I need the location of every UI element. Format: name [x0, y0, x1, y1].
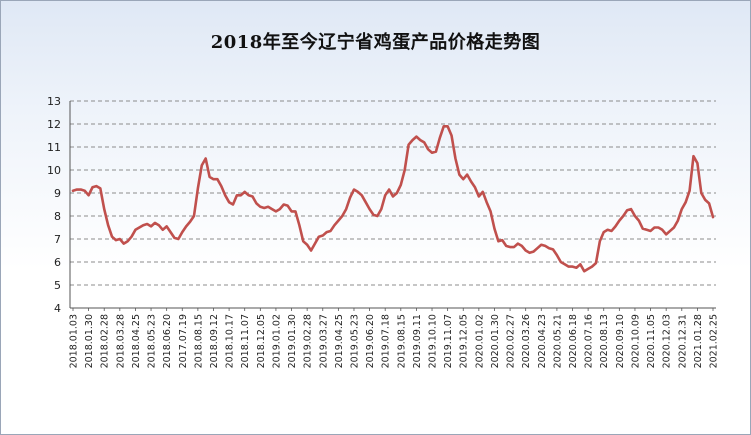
y-tick-labels: 4 5 6 7 8 9 10 11 12 13	[47, 95, 61, 315]
y-tick-label: 11	[47, 141, 61, 154]
x-tick-label: 2020.05.21	[552, 314, 563, 368]
y-tick-label: 12	[47, 118, 61, 131]
x-tick-label: 2018.01.30	[84, 314, 95, 368]
x-tick-label: 2020.09.10	[615, 314, 626, 368]
x-tick-labels: 2018.01.03 2018.01.30 2018.02.28 2018.03.28…	[69, 314, 720, 368]
x-tick-label: 2021.02.25	[709, 314, 720, 368]
x-tick-label: 2018.08.15	[193, 314, 204, 368]
y-tick-label: 10	[47, 164, 61, 177]
x-tick-label: 2019.06.20	[365, 314, 376, 368]
x-tick-label: 2019.09.11	[412, 314, 423, 368]
x-tick-label: 2020.08.13	[599, 314, 610, 368]
x-tick-label: 2018.11.07	[240, 314, 251, 368]
x-tick-label: 2020.11.05	[646, 314, 657, 368]
x-tick-label: 2018.04.25	[131, 314, 142, 368]
y-tick-label: 5	[54, 279, 61, 292]
x-tick-label: 2020.12.31	[677, 314, 688, 368]
x-tick-label: 2020.06.18	[568, 314, 579, 368]
x-tick-label: 2020.04.23	[537, 314, 548, 368]
y-tick-label: 13	[47, 95, 61, 108]
x-tick-label: 2018.09.12	[209, 314, 220, 368]
x-tick-label: 2021.01.28	[693, 314, 704, 368]
x-tick-label: 2020.10.09	[630, 314, 641, 368]
x-tick-label: 2018.05.23	[147, 314, 158, 368]
y-tick-label: 6	[54, 256, 61, 269]
x-tick-label: 2019.02.28	[303, 314, 314, 368]
y-tick-label: 9	[54, 187, 61, 200]
x-tick-label: 2019.12.05	[459, 314, 470, 368]
x-tick-label: 2020.01.30	[490, 314, 501, 368]
y-tick-label: 4	[54, 302, 61, 315]
axes	[69, 101, 716, 311]
x-tick-label: 2019.03.27	[318, 314, 329, 368]
x-tick-label: 2018.02.28	[100, 314, 111, 368]
x-tick-label: 2019.11.07	[443, 314, 454, 368]
y-tick-label: 8	[54, 210, 61, 223]
x-tick-label: 2018.10.17	[225, 314, 236, 368]
x-tick-label: 2019.05.23	[349, 314, 360, 368]
x-tick-label: 2020.12.03	[662, 314, 673, 368]
gridlines	[70, 100, 716, 286]
x-tick-label: 2019.07.18	[381, 314, 392, 368]
x-tick-label: 2018.12.05	[256, 314, 267, 368]
x-tick-label: 2019.01.02	[271, 314, 282, 368]
x-tick-label: 2020.03.26	[521, 314, 532, 368]
price-line	[71, 125, 715, 273]
x-tick-label: 2020.01.02	[474, 314, 485, 368]
x-tick-label: 2018.06.20	[162, 314, 173, 368]
series-layer	[71, 125, 715, 273]
x-tick-label: 2020.02.27	[506, 314, 517, 368]
x-tick-label: 2020.07.16	[584, 314, 595, 368]
x-tick-label: 2018.03.28	[115, 314, 126, 368]
chart-title: 2018年至今辽宁省鸡蛋产品价格走势图	[210, 32, 541, 53]
y-tick-label: 7	[54, 233, 61, 246]
x-tick-label: 2017.07.19	[178, 314, 189, 368]
x-tick-label: 2019.04.25	[334, 314, 345, 368]
x-tick-label: 2019.08.15	[396, 314, 407, 368]
x-tick-label: 2019.01.30	[287, 314, 298, 368]
x-tick-label: 2018.01.03	[69, 314, 80, 368]
x-tick-label: 2019.10.10	[428, 314, 439, 368]
